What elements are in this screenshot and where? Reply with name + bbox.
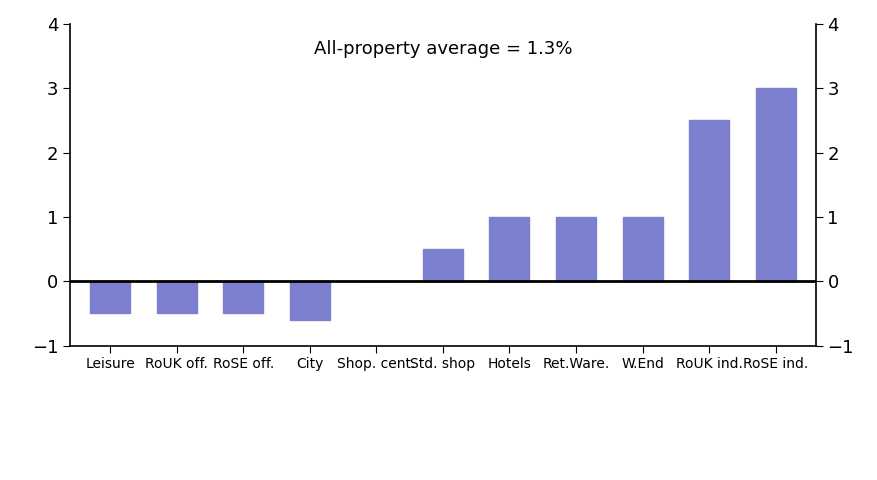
Bar	[689, 120, 729, 281]
Bar	[556, 217, 596, 281]
Bar	[90, 281, 130, 313]
Bar	[756, 88, 795, 281]
Bar	[423, 249, 463, 281]
Bar	[157, 281, 196, 313]
Bar	[623, 217, 662, 281]
Text: All-property average = 1.3%: All-property average = 1.3%	[314, 40, 572, 58]
Bar	[489, 217, 530, 281]
Bar	[224, 281, 263, 313]
Bar	[289, 281, 330, 320]
